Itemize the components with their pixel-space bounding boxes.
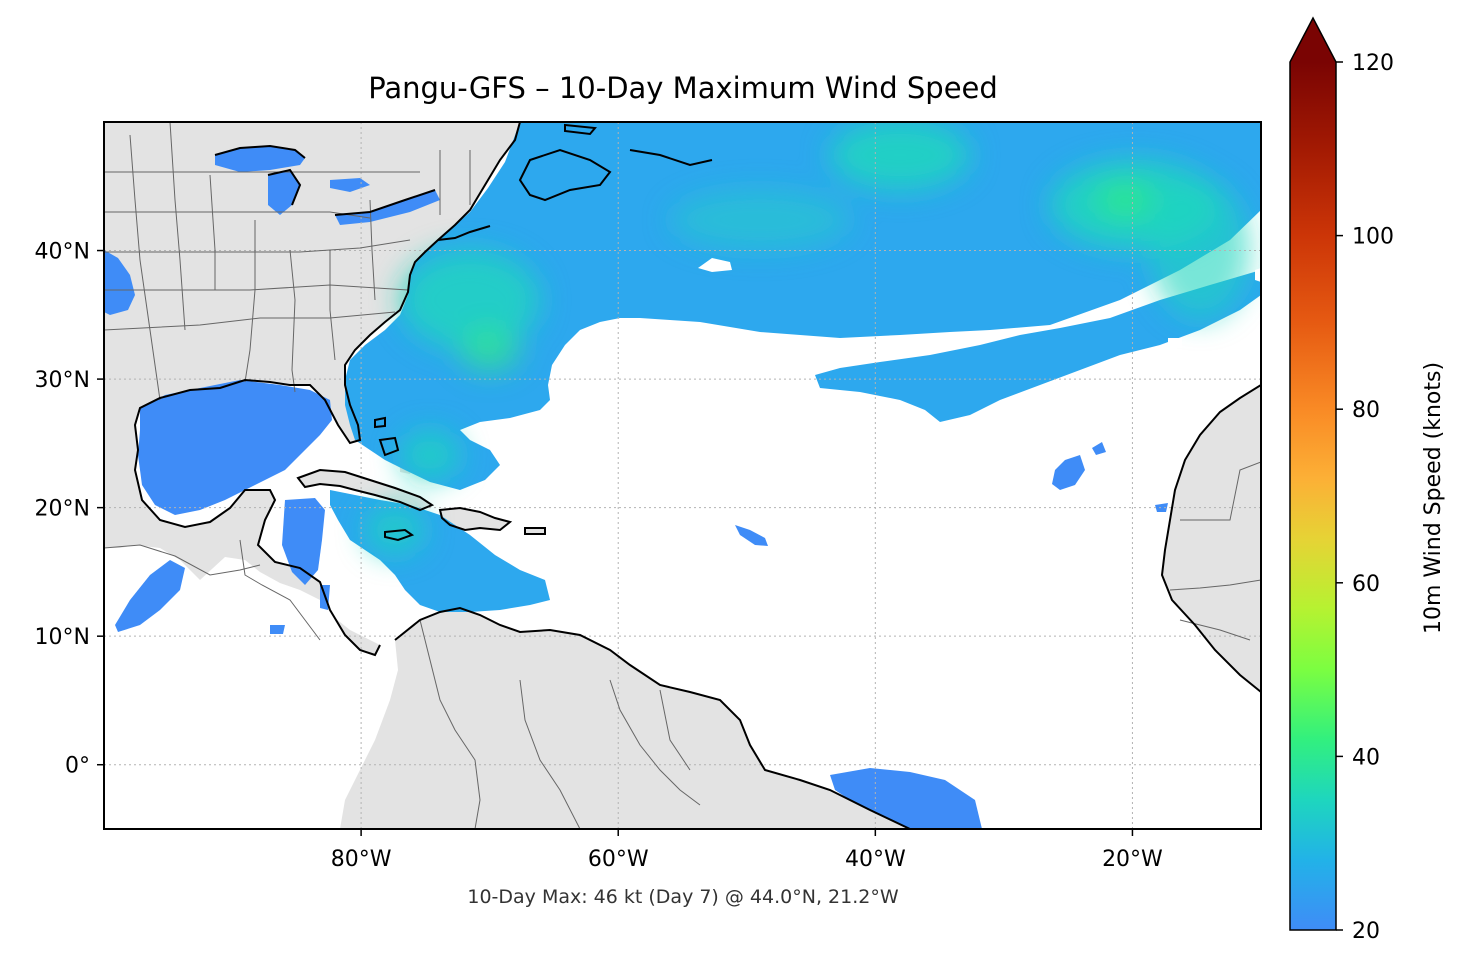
great-lakes-patch <box>215 146 440 225</box>
y-tick-label: 40°N <box>35 240 90 265</box>
coastlines <box>133 122 1261 829</box>
y-tick-label: 0° <box>65 754 90 779</box>
north-america-land <box>104 122 520 655</box>
max-wind-annotation: 10-Day Max: 46 kt (Day 7) @ 44.0°N, 21.2… <box>467 886 898 908</box>
mid-atlantic-island-patch <box>1052 442 1106 490</box>
colorbar-tick-label: 40 <box>1352 745 1380 770</box>
x-tick-label: 40°W <box>845 847 906 872</box>
brazil-coast-patch <box>830 768 982 829</box>
colorbar: 20 40 60 80 100 120 10m Wind Speed (knots) <box>1289 16 1446 944</box>
colorbar-tick-label: 120 <box>1352 51 1394 76</box>
chart-title: Pangu-GFS – 10-Day Maximum Wind Speed <box>368 71 998 105</box>
wind-field-base <box>104 122 1261 829</box>
eastern-pacific-patch <box>115 560 185 632</box>
y-axis-ticks: 40°N 30°N 20°N 10°N 0° <box>35 240 104 779</box>
map-frame <box>103 121 1262 830</box>
wind-speed-field <box>104 122 1261 829</box>
colorbar-ticks: 20 40 60 80 100 120 <box>1336 51 1394 944</box>
colorbar-extend-max-arrow <box>1290 18 1336 62</box>
south-caribbean-patch <box>270 585 330 634</box>
hispaniola-land <box>440 508 510 530</box>
tropical-streak-patch <box>735 525 768 546</box>
x-tick-label: 80°W <box>331 847 392 872</box>
wind-field-highlights <box>365 122 1250 555</box>
colorbar-outline <box>1289 16 1337 931</box>
x-tick-label: 20°W <box>1102 847 1163 872</box>
west-africa-patch <box>1155 503 1168 512</box>
cuba-land <box>298 470 432 510</box>
west-edge-patch <box>104 250 135 315</box>
colorbar-scale <box>1290 62 1336 930</box>
gulf-of-mexico-swath <box>138 380 332 515</box>
y-tick-label: 30°N <box>35 368 90 393</box>
colorbar-tick-label: 100 <box>1352 225 1394 250</box>
east-atlantic-band <box>815 270 1261 422</box>
x-axis-ticks: 80°W 60°W 40°W 20°W <box>331 829 1163 872</box>
puerto-rico-land <box>525 528 545 534</box>
map-panel <box>104 122 1261 829</box>
y-tick-label: 10°N <box>35 625 90 650</box>
western-caribbean-patch <box>282 498 325 585</box>
atlantic-main-swath <box>345 122 1261 490</box>
state-borders <box>104 122 471 401</box>
colorbar-tick-label: 20 <box>1352 919 1380 944</box>
colorbar-tick-label: 60 <box>1352 572 1380 597</box>
colorbar-tick-label: 80 <box>1352 398 1380 423</box>
x-tick-label: 60°W <box>588 847 649 872</box>
colorbar-label: 10m Wind Speed (knots) <box>1421 362 1446 634</box>
y-tick-label: 20°N <box>35 497 90 522</box>
